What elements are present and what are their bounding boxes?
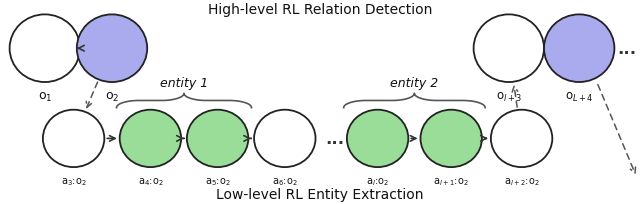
Ellipse shape (120, 110, 181, 167)
Text: o$_{L+4}$: o$_{L+4}$ (565, 91, 593, 104)
Text: High-level RL Relation Detection: High-level RL Relation Detection (208, 3, 432, 17)
Text: o$_{l+3}$: o$_{l+3}$ (496, 91, 522, 104)
Text: ...: ... (325, 130, 344, 148)
Ellipse shape (10, 15, 80, 83)
Ellipse shape (254, 110, 316, 167)
Ellipse shape (347, 110, 408, 167)
Text: o$_2$: o$_2$ (105, 91, 119, 104)
Text: o$_1$: o$_1$ (38, 91, 52, 104)
Ellipse shape (187, 110, 248, 167)
Ellipse shape (474, 15, 544, 83)
Text: ...: ... (618, 40, 637, 58)
Text: a$_{l+1}$:o$_2$: a$_{l+1}$:o$_2$ (433, 175, 469, 187)
Ellipse shape (491, 110, 552, 167)
Text: Low-level RL Entity Extraction: Low-level RL Entity Extraction (216, 187, 424, 201)
Text: a$_5$:o$_2$: a$_5$:o$_2$ (205, 175, 230, 187)
Ellipse shape (43, 110, 104, 167)
Text: a$_4$:o$_2$: a$_4$:o$_2$ (138, 175, 163, 187)
Text: entity 2: entity 2 (390, 77, 438, 90)
Text: a$_l$:o$_2$: a$_l$:o$_2$ (366, 175, 389, 187)
Text: a$_{l+2}$:o$_2$: a$_{l+2}$:o$_2$ (504, 175, 540, 187)
Text: a$_3$:o$_2$: a$_3$:o$_2$ (61, 175, 86, 187)
Ellipse shape (544, 15, 614, 83)
Ellipse shape (420, 110, 482, 167)
Text: a$_6$:o$_2$: a$_6$:o$_2$ (272, 175, 298, 187)
Text: entity 1: entity 1 (160, 77, 208, 90)
Ellipse shape (77, 15, 147, 83)
